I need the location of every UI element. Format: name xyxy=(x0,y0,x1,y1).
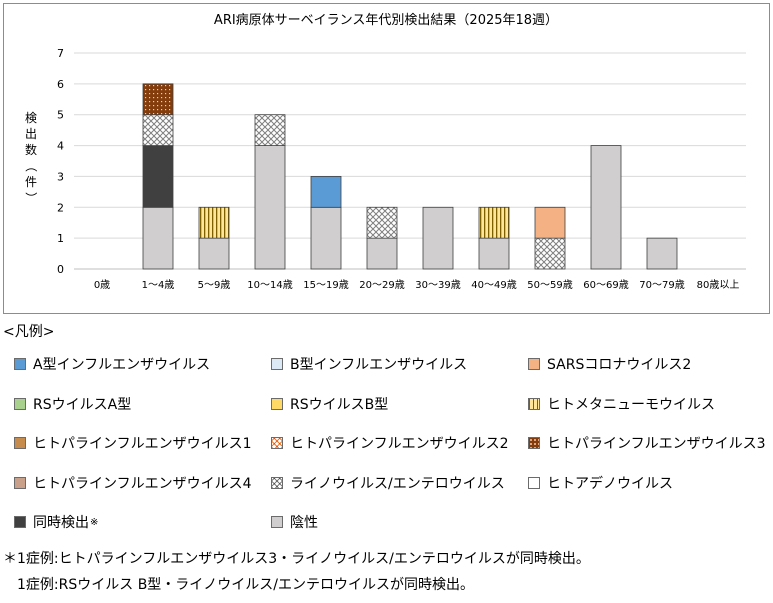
x-tick-label: 70～79歳 xyxy=(639,279,684,291)
legend-item: A型インフルエンザウイルス xyxy=(14,354,210,374)
bar-segment xyxy=(478,237,510,270)
y-tick-label: 1 xyxy=(57,232,64,245)
legend-swatch xyxy=(14,398,26,410)
bar-segment xyxy=(142,206,174,270)
bar-chart: ARI病原体サーベイランス年代別検出結果（2025年18週） 検出数 （ 件 ） 0 1… xyxy=(24,13,746,291)
y-tick-label: 6 xyxy=(57,78,64,91)
legend-swatch xyxy=(271,358,283,370)
legend-item: ヒトアデノウイルス xyxy=(528,473,673,493)
legend-label: ヒトメタニューモウイルス xyxy=(547,397,715,413)
x-tick-label: 20～29歳 xyxy=(359,279,404,291)
y-axis-label-char: 件 xyxy=(25,175,37,189)
y-axis-label-char: 検 xyxy=(25,111,37,125)
bar-segment xyxy=(310,176,342,208)
legend-item: ヒトパラインフルエンザウイルス4 xyxy=(14,473,252,493)
legend-item: 陰性 xyxy=(271,512,318,532)
legend-swatch xyxy=(14,358,26,370)
y-tick-label: 2 xyxy=(57,201,64,214)
legend-item: ヒトパラインフルエンザウイルス1 xyxy=(14,433,252,453)
bar-segment xyxy=(198,206,230,239)
x-tick-label: 30～39歳 xyxy=(415,279,460,291)
y-tick-label: 0 xyxy=(57,263,64,276)
bar-segment xyxy=(142,114,174,146)
x-tick-label: 50～59歳 xyxy=(527,279,572,291)
chart-title: ARI病原体サーベイランス年代別検出結果（2025年18週） xyxy=(214,13,558,28)
bars xyxy=(142,83,678,270)
legend-swatch xyxy=(271,437,283,449)
legend-item: 同時検出 ※ xyxy=(14,512,98,532)
x-tick-label: 40～49歳 xyxy=(471,279,516,291)
legend-item: ヒトメタニューモウイルス xyxy=(528,394,715,414)
legend-footnote-mark: ※ xyxy=(90,516,99,528)
y-axis-label: 検出数 （ 件 ） xyxy=(24,111,38,204)
y-axis-label-char: 数 xyxy=(25,142,37,157)
legend-item: ヒトパラインフルエンザウイルス2 xyxy=(271,433,509,453)
x-tick-label: 5～9歳 xyxy=(198,279,231,291)
legend-label: ヒトパラインフルエンザウイルス4 xyxy=(33,476,252,492)
legend-swatch xyxy=(14,437,26,449)
legend-label: ヒトアデノウイルス xyxy=(547,476,673,492)
bar-segment xyxy=(366,237,398,270)
legend-label: RSウイルスB型 xyxy=(290,397,389,413)
legend-swatch xyxy=(528,437,540,449)
legend-label: ヒトパラインフルエンザウイルス2 xyxy=(290,436,509,452)
footnote-2: 1症例:RSウイルス B型・ライノウイルス/エンテロウイルスが同時検出。 xyxy=(17,577,475,593)
x-tick-label: 10～14歳 xyxy=(247,279,292,291)
legend-item: B型インフルエンザウイルス xyxy=(271,354,467,374)
y-axis-label-char: 出 xyxy=(25,127,37,141)
legend-label: B型インフルエンザウイルス xyxy=(290,357,468,373)
bar-segment xyxy=(142,145,174,208)
y-tick-label: 7 xyxy=(57,47,64,60)
legend-label: 同時検出 xyxy=(33,515,89,531)
bar-segment xyxy=(142,83,174,116)
bar-segment xyxy=(254,145,286,270)
gridlines xyxy=(74,52,746,270)
legend-item: RSウイルスA型 xyxy=(14,394,131,414)
legend-swatch xyxy=(528,398,540,410)
legend-heading: <凡例> xyxy=(3,324,55,340)
legend-label: ヒトパラインフルエンザウイルス1 xyxy=(33,436,252,452)
legend-label: RSウイルスA型 xyxy=(33,397,132,413)
y-axis-label-char: （ xyxy=(24,160,38,172)
bar-segment xyxy=(366,206,398,239)
bar-segment xyxy=(478,206,510,239)
legend-label: A型インフルエンザウイルス xyxy=(33,357,211,373)
x-tick-label: 80歳以上 xyxy=(697,279,740,291)
bar-segment xyxy=(646,237,678,270)
y-axis-ticks: 0 1 2 3 4 5 6 7 xyxy=(57,47,64,276)
y-axis-label-char: ） xyxy=(24,192,38,204)
chart-area: ARI病原体サーベイランス年代別検出結果（2025年18週） 検出数 （ 件 ） 0 1… xyxy=(3,3,770,314)
bar-segment xyxy=(590,145,622,270)
legend-item: RSウイルスB型 xyxy=(271,394,388,414)
legend-label: ライノウイルス/エンテロウイルス xyxy=(290,476,505,492)
bar-segment xyxy=(422,206,454,270)
legend-swatch xyxy=(271,516,283,528)
y-tick-label: 5 xyxy=(57,109,64,122)
bar-segment xyxy=(534,237,566,270)
legend-label: 陰性 xyxy=(290,515,318,531)
footnote-1: ＊1症例:ヒトパラインフルエンザウイルス3・ライノウイルス/エンテロウイルスが同… xyxy=(3,551,590,567)
legend-swatch xyxy=(528,358,540,370)
y-tick-label: 3 xyxy=(57,170,64,183)
x-tick-label: 15～19歳 xyxy=(303,279,348,291)
legend-item: SARSコロナウイルス2 xyxy=(528,354,691,374)
legend-swatch xyxy=(14,516,26,528)
legend-item: ライノウイルス/エンテロウイルス xyxy=(271,473,505,493)
x-axis-ticks: 0歳 1～4歳 5～9歳 10～14歳 15～19歳 20～29歳 30～39歳 40～49歳… xyxy=(94,279,740,291)
bar-segment xyxy=(254,114,286,146)
legend-swatch xyxy=(528,477,540,489)
legend-swatch xyxy=(14,477,26,489)
bar-segment xyxy=(198,237,230,270)
bar-segment xyxy=(534,206,566,239)
legend-label: SARSコロナウイルス2 xyxy=(547,357,692,373)
x-tick-label: 0歳 xyxy=(94,279,110,291)
y-tick-label: 4 xyxy=(57,140,64,153)
x-tick-label: 60～69歳 xyxy=(583,279,628,291)
legend-item: ヒトパラインフルエンザウイルス3 xyxy=(528,433,766,453)
legend-swatch xyxy=(271,398,283,410)
x-tick-label: 1～4歳 xyxy=(142,279,175,291)
bar-segment xyxy=(310,206,342,270)
legend-label: ヒトパラインフルエンザウイルス3 xyxy=(547,436,766,452)
legend-swatch xyxy=(271,477,283,489)
